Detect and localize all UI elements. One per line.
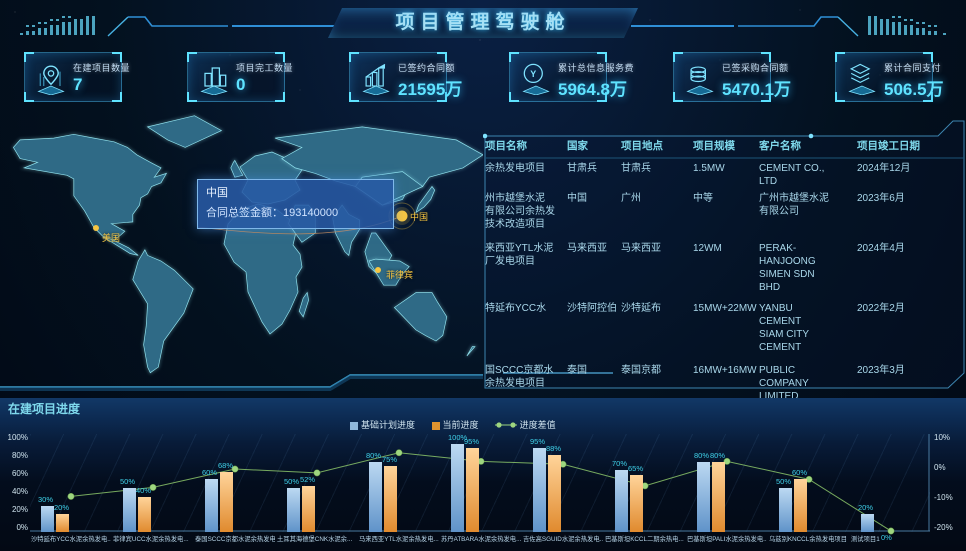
svg-text:Y: Y xyxy=(530,69,536,79)
